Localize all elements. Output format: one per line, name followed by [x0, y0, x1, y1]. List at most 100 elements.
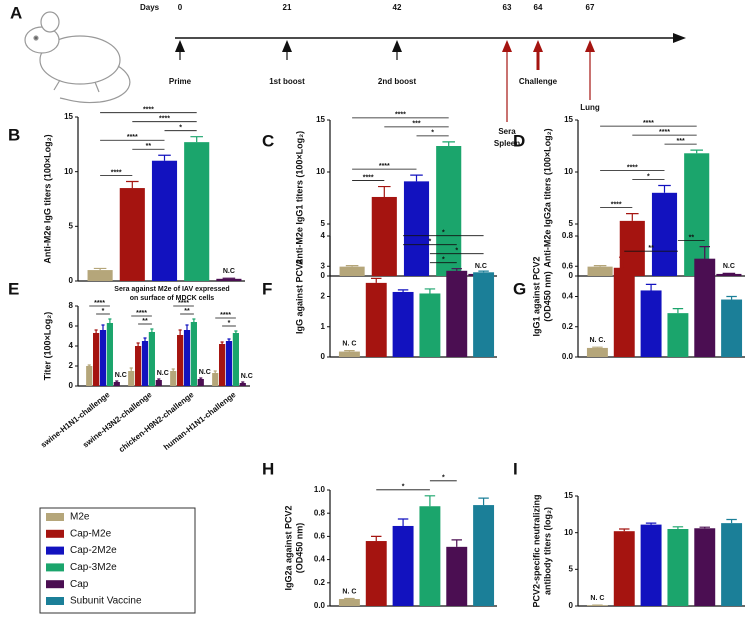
error-bar: [126, 180, 139, 189]
significance-label: *: [102, 308, 105, 315]
legend-box: [39, 507, 196, 614]
significance-label: *: [228, 320, 231, 327]
bar-annotation: N.C: [723, 263, 735, 270]
bar: [419, 506, 441, 606]
y-tick-label: 0.4: [562, 292, 574, 301]
y-tick-label: 0.2: [314, 578, 326, 587]
error-bar: [626, 213, 639, 221]
bar: [141, 341, 149, 386]
error-bar: [94, 329, 98, 333]
y-tick-label: 10: [316, 167, 325, 176]
y-axis-label: IgG1 against PCV2: [531, 256, 541, 336]
bar: [392, 525, 414, 606]
bar: [225, 341, 233, 386]
day-label: 63: [503, 3, 512, 12]
event-label: Sera: [498, 127, 516, 136]
bar: [93, 333, 100, 386]
legend-swatch: [46, 529, 64, 538]
bar: [99, 330, 107, 386]
x-tick-label: swine-H3N2-challenge: [81, 390, 154, 450]
significance-label: *: [431, 130, 434, 137]
y-axis-label: IgG2a against PCV2: [283, 505, 293, 590]
chart-title: Sera against M2e of IAV expressed: [114, 286, 229, 293]
error-bar: [410, 174, 423, 182]
y-tick-label: 2: [69, 361, 74, 370]
y-tick-label: 3: [321, 261, 326, 270]
error-bar: [451, 268, 462, 271]
bar-annotation: N.C: [199, 369, 211, 376]
error-bar: [101, 324, 105, 330]
day-label: 42: [393, 3, 402, 12]
legend-swatch: [46, 597, 64, 605]
error-bar: [93, 267, 107, 271]
bar: [197, 379, 204, 386]
error-bar: [234, 330, 238, 333]
y-tick-label: 0: [569, 601, 574, 610]
significance-label: ****: [143, 107, 154, 114]
day-label: 0: [178, 3, 183, 12]
error-bar: [371, 277, 382, 283]
y-tick-label: 1.0: [314, 485, 326, 494]
legend-swatch: [46, 563, 64, 572]
error-bar: [478, 497, 489, 506]
significance-label: ****: [659, 129, 670, 136]
error-bar: [722, 272, 736, 274]
panel-letter: A: [10, 3, 22, 22]
error-bar: [378, 185, 391, 197]
error-bar: [371, 535, 382, 542]
bar: [684, 153, 710, 276]
panel-letter: F: [262, 279, 272, 298]
y-axis-label: PCV2-specific neutralizing: [531, 494, 541, 607]
panel-letter: E: [8, 279, 19, 298]
y-tick-label: 0: [69, 276, 74, 285]
event-label: 2nd boost: [378, 77, 417, 86]
bar: [177, 335, 184, 386]
bar: [403, 181, 430, 276]
bar: [651, 192, 678, 276]
bar: [338, 599, 360, 606]
bar: [473, 505, 495, 606]
error-bar: [699, 526, 710, 529]
y-axis-label: IgG against PCV2: [294, 259, 304, 334]
significance-label: ****: [379, 163, 390, 170]
y-tick-label: 5: [569, 564, 574, 573]
error-bar: [442, 141, 455, 146]
bar: [155, 380, 162, 386]
significance-label: **: [689, 234, 695, 241]
error-bar: [424, 288, 436, 294]
significance-label: ***: [677, 138, 685, 145]
significance-label: *: [442, 230, 445, 237]
error-bar: [451, 539, 462, 547]
y-tick-label: 4: [321, 231, 326, 240]
bar: [446, 270, 468, 357]
error-bar: [726, 295, 737, 300]
bar: [339, 266, 365, 276]
legend-label: Subunit Vaccine: [70, 596, 142, 607]
error-bar: [344, 350, 355, 352]
error-bar: [150, 328, 154, 332]
chart-title: on surface of MDCK cells: [130, 295, 215, 302]
mouse-legs: [53, 79, 100, 93]
y-tick-label: 2: [321, 292, 326, 301]
bar-annotation: N.C: [223, 268, 235, 275]
y-tick-label: 0.4: [314, 555, 326, 564]
panel-letter: I: [513, 459, 518, 478]
bar: [721, 299, 743, 357]
error-bar: [397, 289, 409, 292]
y-tick-label: 15: [564, 115, 573, 124]
panel-letter: G: [513, 279, 526, 298]
error-bar: [690, 149, 703, 154]
error-bar: [592, 346, 603, 348]
y-tick-label: 10: [64, 167, 73, 176]
bar: [135, 346, 142, 386]
bar: [216, 278, 242, 281]
event-label: Lung: [580, 103, 600, 112]
y-tick-label: 5: [321, 219, 326, 228]
significance-label: ****: [627, 164, 638, 171]
bar: [587, 266, 613, 276]
y-tick-label: 5: [69, 221, 74, 230]
legend-swatch: [46, 546, 64, 555]
error-bar: [136, 342, 140, 346]
error-bar: [199, 377, 203, 379]
